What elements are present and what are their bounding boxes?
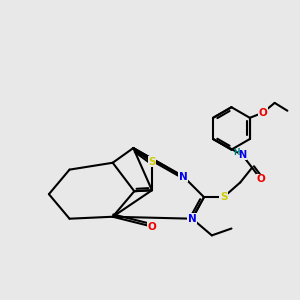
Text: S: S — [148, 157, 156, 167]
Text: O: O — [259, 108, 267, 118]
Text: N: N — [188, 214, 197, 224]
Text: O: O — [148, 222, 156, 232]
Text: S: S — [220, 192, 227, 202]
Text: N: N — [179, 172, 188, 182]
Text: O: O — [256, 174, 265, 184]
Text: N: N — [238, 150, 246, 160]
Text: H: H — [234, 148, 240, 157]
